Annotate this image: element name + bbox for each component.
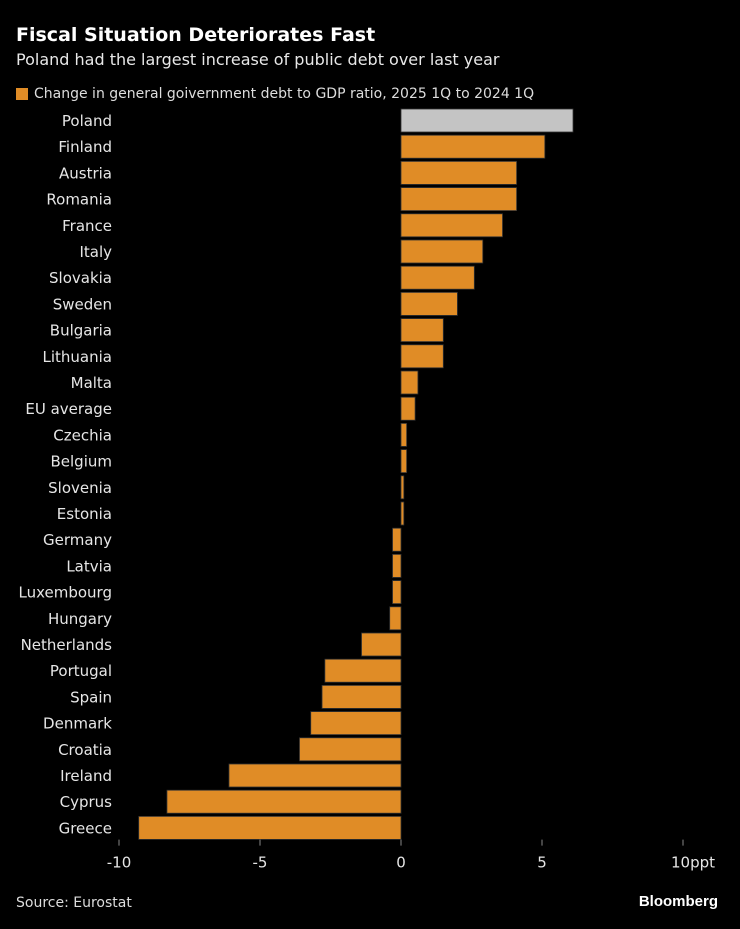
bar-germany	[392, 527, 402, 552]
bar-romania	[400, 187, 518, 212]
bar-czechia	[400, 422, 408, 447]
category-label: Czechia	[53, 426, 112, 444]
category-label: Hungary	[48, 610, 112, 628]
category-label: Malta	[71, 374, 112, 392]
bar-luxembourg	[392, 580, 402, 604]
category-label: Sweden	[53, 295, 112, 313]
chart-title: Fiscal Situation Deteriorates Fast	[16, 24, 376, 46]
category-label: EU average	[25, 400, 112, 418]
bar-eu-average	[400, 396, 416, 421]
bar-croatia	[299, 737, 402, 762]
bar-spain	[321, 685, 402, 709]
category-label: Denmark	[43, 715, 112, 733]
bar-belgium	[400, 449, 408, 474]
bar-slovakia	[400, 265, 475, 290]
category-label: Slovakia	[49, 269, 112, 287]
category-label: Latvia	[66, 557, 112, 575]
bar-sweden	[400, 291, 458, 316]
category-label: Austria	[59, 164, 112, 182]
chart-subtitle: Poland had the largest increase of publi…	[16, 50, 500, 69]
category-label: Slovenia	[48, 479, 112, 497]
bar-greece	[138, 816, 402, 840]
source-note: Source: Eurostat	[16, 895, 132, 911]
bar-poland	[400, 108, 574, 133]
x-tick-label: 10ppt	[671, 854, 715, 872]
category-label: Ireland	[60, 767, 112, 785]
category-label: Bulgaria	[50, 322, 112, 340]
bar-malta	[400, 370, 419, 395]
bar-portugal	[324, 658, 402, 683]
bar-france	[400, 213, 503, 238]
legend-label: Change in general goivernment debt to GD…	[34, 86, 535, 102]
category-label: Finland	[58, 138, 112, 156]
bar-estonia	[400, 501, 405, 526]
category-label: Belgium	[51, 453, 113, 471]
category-label: Luxembourg	[19, 584, 113, 602]
category-label: Netherlands	[21, 636, 113, 654]
bar-ireland	[228, 763, 402, 788]
category-label: Italy	[79, 243, 112, 261]
legend: Change in general goivernment debt to GD…	[16, 86, 534, 102]
x-tick-label: 5	[537, 854, 547, 872]
category-label: Germany	[43, 531, 112, 549]
bar-austria	[400, 160, 518, 185]
category-label: Croatia	[58, 741, 112, 759]
x-tick-label: -5	[253, 854, 268, 872]
bloomberg-logo: Bloomberg	[638, 893, 718, 910]
x-tick-label: 0	[396, 854, 406, 872]
category-label: Estonia	[57, 505, 112, 523]
category-label: Greece	[59, 819, 112, 837]
x-tick-label: -10	[107, 854, 132, 872]
bar-bulgaria	[400, 318, 444, 343]
bar-italy	[400, 239, 484, 264]
legend-swatch	[16, 88, 28, 100]
category-label: Spain	[70, 688, 112, 706]
category-label: Lithuania	[43, 348, 112, 366]
category-label: Portugal	[50, 662, 112, 680]
bar-finland	[400, 134, 546, 159]
bar-denmark	[310, 711, 402, 735]
bar-hungary	[389, 606, 402, 631]
category-label: Romania	[46, 191, 112, 209]
category-label: Cyprus	[60, 793, 113, 811]
bar-cyprus	[166, 789, 402, 814]
category-label: Poland	[62, 112, 112, 130]
bar-slovenia	[400, 475, 405, 500]
bar-latvia	[392, 554, 402, 578]
category-label: France	[62, 217, 112, 235]
bar-lithuania	[400, 344, 444, 369]
bar-netherlands	[361, 632, 402, 657]
